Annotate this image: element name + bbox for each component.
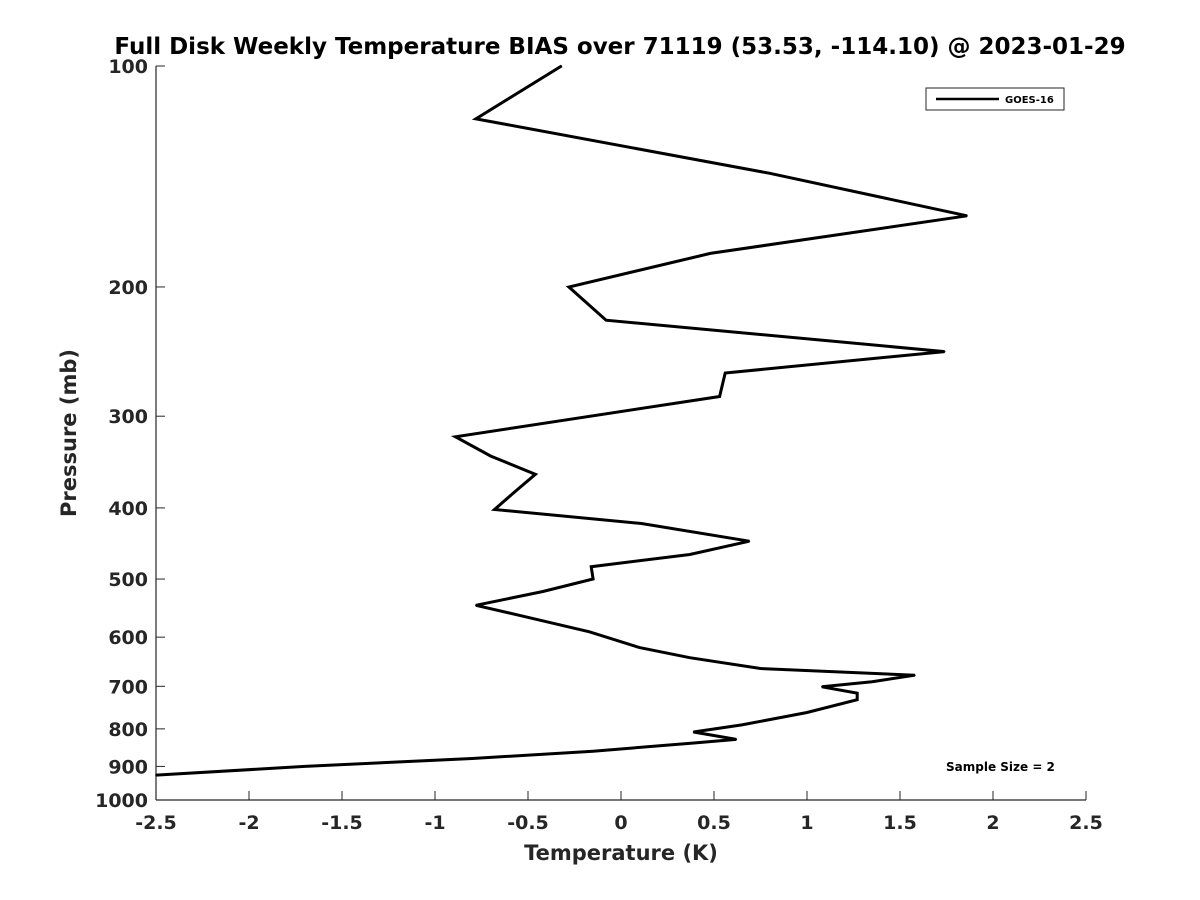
data-point [542,590,544,593]
data-point [588,631,591,633]
x-tick-label: 0.5 [697,812,731,834]
data-point [568,286,570,288]
x-tick-label: 1.5 [883,812,917,834]
x-tick-label: -0.5 [507,812,549,834]
y-tick-label: 200 [108,277,148,299]
data-point [475,118,477,120]
legend: GOES-16 [925,87,1065,111]
y-ticks: 100 200 300 400 500 600 700 800 900 1000 [95,56,165,812]
y-tick-label: 500 [108,569,148,591]
data-point [493,508,496,511]
x-tick-label: -1 [424,812,445,834]
data-point [724,372,726,374]
data-point [914,674,916,676]
data-point [871,680,873,683]
data-point [638,646,641,649]
x-tick-label: 0 [614,812,627,834]
data-point [490,455,492,457]
data-point [689,553,691,556]
data-point [769,172,771,175]
y-tick-label: 800 [108,719,148,741]
x-tick-label: -2 [238,812,259,834]
data-point [718,395,721,398]
data-point [692,731,695,733]
data-point [943,350,946,353]
legend-label-goes-16: GOES-16 [1005,95,1054,106]
data-point [748,540,751,542]
series-line-goes-16 [155,64,968,777]
data-point [821,686,823,688]
data-point [605,319,607,322]
data-point [475,604,477,607]
data-point [856,698,858,701]
data-point [454,436,457,438]
x-tick-label: -1.5 [321,812,363,834]
y-tick-label: 600 [108,627,148,649]
data-point [806,711,808,714]
data-point [590,565,592,568]
y-tick-label: 400 [108,498,148,520]
data-point [709,252,712,255]
data-point [514,490,516,493]
y-tick-label: 1000 [95,790,148,812]
data-point [592,750,594,752]
data-point [560,65,563,67]
x-tick-label: 1 [800,812,813,834]
data-point [471,757,474,760]
y-tick-label: 900 [108,756,148,778]
data-point [592,578,594,580]
x-tick-label: 2.5 [1069,812,1103,834]
x-ticks: -2.5 -2 -1.5 -1 -0.5 0 0.5 1 1.5 2 2.5 [135,791,1103,834]
x-tick-label: -2.5 [135,812,177,834]
y-tick-label: 100 [108,56,148,78]
sample-size-annotation: Sample Size = 2 [946,760,1055,774]
data-point [966,215,968,217]
data-point [694,742,697,744]
chart-title: Full Disk Weekly Temperature BIAS over 7… [114,34,1125,60]
data-point [689,656,691,659]
data-point [856,692,858,694]
data-point [741,724,743,726]
data-point [155,774,157,776]
data-point [735,738,738,741]
y-tick-label: 300 [108,406,148,428]
data-point [534,473,537,476]
data-point [517,614,520,616]
x-axis-label: Temperature (K) [524,841,718,865]
data-point [304,765,306,768]
plot-axes [155,66,1086,801]
series-layer [155,64,968,777]
data-point [640,522,643,525]
x-tick-label: 2 [986,812,999,834]
y-axis-label: Pressure (mb) [57,349,81,517]
y-tick-label: 700 [108,676,148,698]
data-point [759,667,762,670]
